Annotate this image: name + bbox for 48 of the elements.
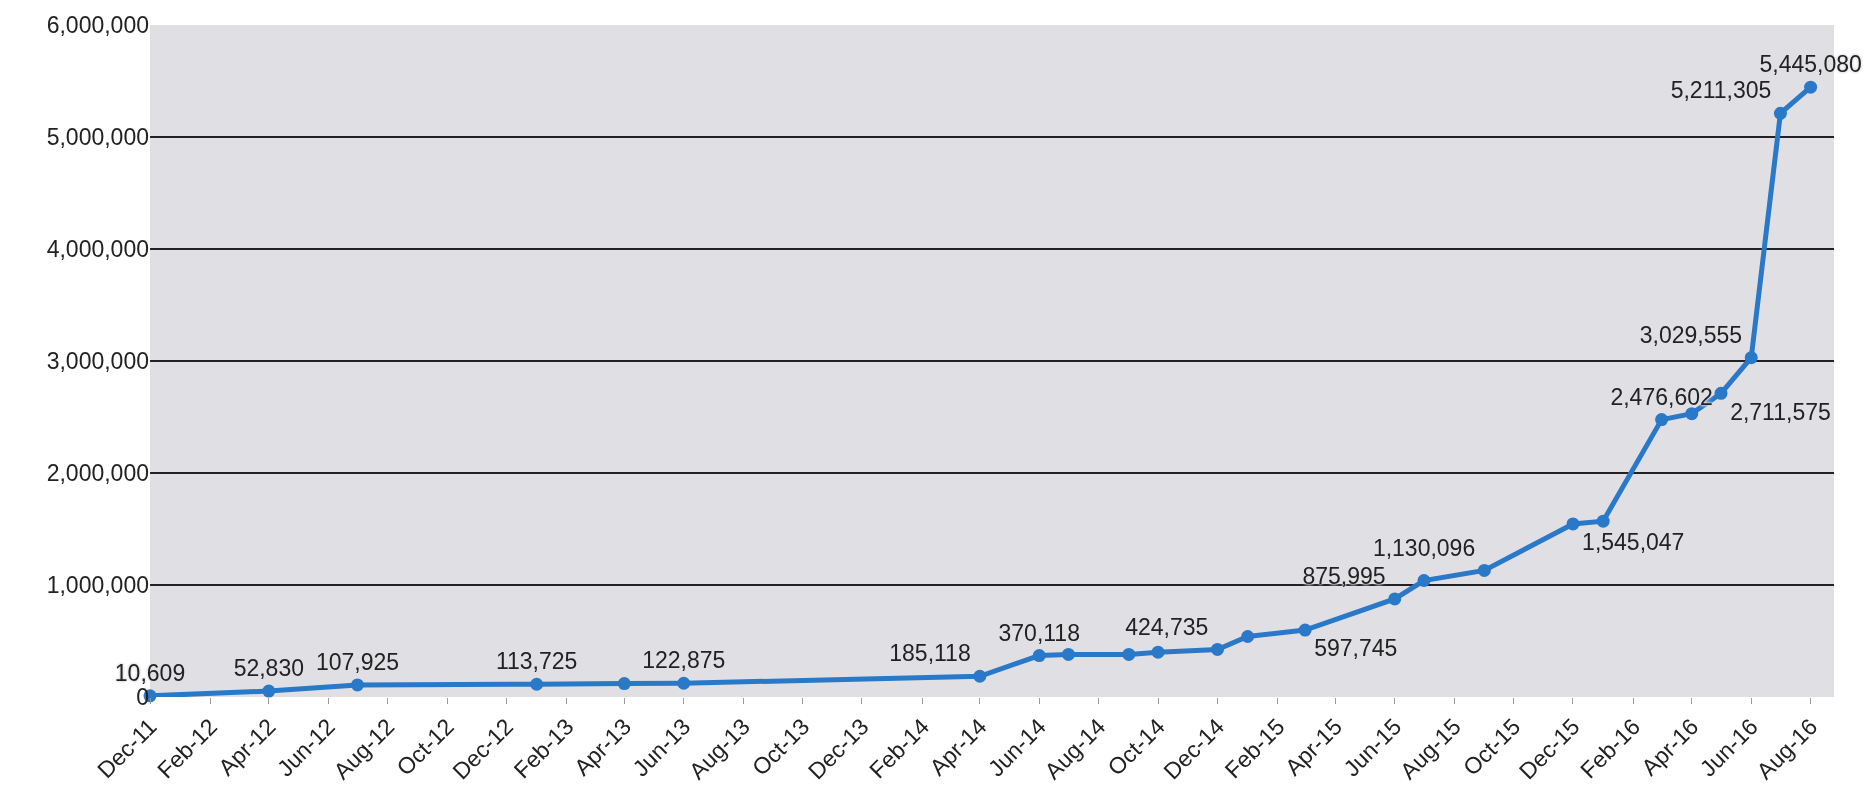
- point: [530, 677, 544, 691]
- point: [1151, 645, 1165, 659]
- point: [617, 677, 631, 691]
- data-label: 113,725: [495, 648, 578, 675]
- data-label: 185,118: [889, 640, 971, 667]
- data-label: 3,029,555: [1639, 321, 1743, 348]
- data-label: 1,130,096: [1372, 534, 1476, 561]
- point: [1241, 630, 1255, 644]
- point: [677, 676, 691, 690]
- data-label: 597,745: [1314, 635, 1398, 662]
- y-tick-label: 4,000,000: [46, 236, 149, 263]
- point: [1566, 517, 1580, 531]
- data-label: 424,735: [1125, 613, 1209, 640]
- point: [1655, 413, 1669, 427]
- point: [1388, 592, 1402, 606]
- data-label: 1,545,047: [1582, 529, 1685, 556]
- data-label: 2,476,602: [1610, 383, 1713, 410]
- data-label: 2,711,575: [1730, 398, 1831, 425]
- point: [1032, 649, 1046, 663]
- y-tick-label: 0: [136, 684, 149, 711]
- data-label: 52,830: [233, 655, 304, 682]
- y-tick-label: 5,000,000: [46, 124, 149, 151]
- point: [1804, 80, 1818, 94]
- data-label: 5,211,305: [1670, 77, 1772, 104]
- data-label: 875,995: [1302, 563, 1386, 590]
- data-label: 107,925: [315, 649, 400, 676]
- point: [1596, 514, 1610, 528]
- data-label: 122,875: [642, 647, 726, 674]
- point: [1417, 574, 1431, 588]
- data-label: 5,445,080: [1759, 51, 1862, 78]
- point: [1061, 647, 1075, 661]
- y-tick-label: 1,000,000: [46, 572, 149, 599]
- y-tick-label: 3,000,000: [46, 348, 149, 375]
- y-tick-label: 2,000,000: [46, 460, 149, 487]
- data-label: 10,609: [114, 659, 186, 686]
- point: [1773, 106, 1787, 120]
- y-tick-label: 6,000,000: [46, 12, 149, 39]
- point: [1210, 642, 1224, 656]
- point: [973, 669, 987, 683]
- point: [1298, 623, 1312, 637]
- point: [1122, 647, 1136, 661]
- point: [1685, 407, 1699, 421]
- point: [350, 678, 364, 692]
- point: [1744, 351, 1758, 365]
- point: [262, 684, 276, 698]
- point: [1477, 563, 1491, 577]
- data-label: 370,118: [998, 619, 1080, 646]
- point: [1714, 386, 1728, 400]
